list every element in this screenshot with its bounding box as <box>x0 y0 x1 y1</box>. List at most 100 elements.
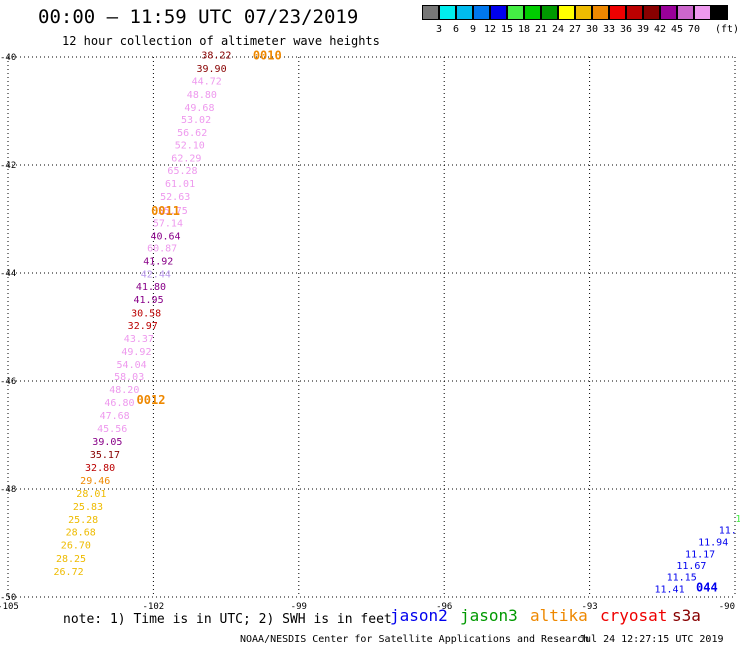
scale-label: 9 <box>469 24 477 35</box>
scale-swatch <box>711 5 728 20</box>
scale-label: 27 <box>568 24 582 35</box>
altika-swh-value: 48.20 <box>109 385 139 396</box>
altika-swh-value: 43.37 <box>124 334 154 345</box>
latitude-tick-label: -44 <box>0 269 16 279</box>
scale-swatch <box>592 5 609 20</box>
altika-swh-value: 39.05 <box>92 437 122 448</box>
pass-time-label: 044 <box>696 580 718 594</box>
satellite-name-altika: altika <box>530 606 588 625</box>
altika-swh-value: 25.83 <box>73 502 103 513</box>
scale-label: 39 <box>636 24 650 35</box>
latitude-tick-label: -42 <box>0 161 16 171</box>
scale-swatch <box>575 5 592 20</box>
altika-swh-value: 26.70 <box>61 541 91 552</box>
scale-label: 30 <box>585 24 599 35</box>
scale-swatch <box>609 5 626 20</box>
satellite-name-jason2: jason2 <box>390 606 448 625</box>
altika-swh-value: 45.56 <box>97 424 127 435</box>
scale-label: 45 <box>670 24 684 35</box>
altika-swh-value: 32.80 <box>85 463 115 474</box>
scale-label: 21 <box>534 24 548 35</box>
map-title: 00:00 – 11:59 UTC 07/23/2019 <box>38 6 359 28</box>
credit-line: NOAA/NESDIS Center for Satellite Applica… <box>240 634 590 645</box>
scale-swatch <box>626 5 643 20</box>
altika-swh-value: 32.97 <box>128 321 158 332</box>
axis-tick-labels: -40 -42 -44 -46 -48 -50-105 -102 -99 -96 -93 -90 <box>0 53 735 612</box>
altika-swh-value: 53.02 <box>181 115 211 126</box>
altika-swh-value: 49.92 <box>121 347 151 358</box>
satellite-name-jason3: jason3 <box>460 606 518 625</box>
altika-swh-value: 41.95 <box>133 295 163 306</box>
scale-swatch <box>541 5 558 20</box>
scale-label: 18 <box>517 24 531 35</box>
altika-swh-value: 52.10 <box>175 141 205 152</box>
altika-swh-value: 25.28 <box>68 515 98 526</box>
altika-swh-value: 41.92 <box>143 257 173 268</box>
altika-swh-value: 46.80 <box>104 398 134 409</box>
latitude-tick-label: -46 <box>0 377 16 387</box>
pass-time-label: 0010 <box>253 48 282 62</box>
scale-label: 24 <box>551 24 565 35</box>
scale-swatch <box>473 5 490 20</box>
jason-swh-value: 11.94 <box>698 537 728 548</box>
scale-swatch <box>439 5 456 20</box>
scale-label: 3 <box>435 24 443 35</box>
scale-swatch <box>507 5 524 20</box>
altika-swh-value: 28.01 <box>76 489 106 500</box>
generation-timestamp: Jul 24 12:27:15 UTC 2019 <box>579 634 724 645</box>
satellite-name-s3a: s3a <box>672 606 701 625</box>
altika-swh-value: 44.72 <box>192 76 222 87</box>
jason-swh-value: 11. <box>719 526 737 537</box>
footer-note: note: 1) Time is in UTC; 2) SWH is in fe… <box>63 612 392 627</box>
altika-swh-value: 58.03 <box>114 372 144 383</box>
altika-swh-value: 30.58 <box>131 309 161 320</box>
altika-swh-value: 54.04 <box>117 360 147 371</box>
altika-swh-value: 28.25 <box>56 554 86 565</box>
altika-swh-value: 38.22 <box>201 50 231 61</box>
latitude-tick-label: -40 <box>0 53 16 63</box>
altika-swh-value: 48.80 <box>187 90 217 101</box>
altika-swh-value: 57.14 <box>153 218 183 229</box>
scale-label: 70 <box>687 24 701 35</box>
altika-swh-value: 55.75 <box>158 206 188 217</box>
scale-swatch <box>694 5 711 20</box>
longitude-tick-label: -96 <box>436 602 452 612</box>
scale-swatch <box>524 5 541 20</box>
map-subtitle: 12 hour collection of altimeter wave hei… <box>62 34 380 48</box>
scale-label: 42 <box>653 24 667 35</box>
altika-swh-value: 62.29 <box>171 154 201 165</box>
altika-swh-value: 60.87 <box>147 244 177 255</box>
altika-swh-value: 61.01 <box>165 179 195 190</box>
longitude-tick-label: -99 <box>291 602 307 612</box>
map-grid <box>7 56 736 598</box>
longitude-tick-label: -105 <box>0 602 19 612</box>
latitude-tick-label: -50 <box>0 593 16 603</box>
scale-swatch <box>490 5 507 20</box>
altika-swh-value: 47.68 <box>100 411 130 422</box>
satellite-name-cryosat: cryosat <box>600 606 668 625</box>
altika-swh-value: 40.64 <box>150 231 180 242</box>
altika-swh-value: 49.68 <box>184 103 214 114</box>
scale-label: 15 <box>500 24 514 35</box>
scale-swatch <box>558 5 575 20</box>
jason-swh-value: 11.41 <box>655 584 685 595</box>
jason-swh-value: 11.15 <box>667 573 697 584</box>
scale-swatch <box>677 5 694 20</box>
altika-swh-value: 52.63 <box>160 192 190 203</box>
scale-label: 36 <box>619 24 633 35</box>
altika-swh-value: 28.68 <box>66 528 96 539</box>
jason-swh-value: 1 <box>735 514 740 525</box>
latitude-tick-label: -48 <box>0 485 16 495</box>
scale-swatch <box>660 5 677 20</box>
altika-swh-value: 41.80 <box>136 282 166 293</box>
scale-swatch <box>643 5 660 20</box>
scale-label: 12 <box>483 24 497 35</box>
scale-unit-label: (ft) <box>715 24 740 35</box>
altika-swh-value: 56.62 <box>177 128 207 139</box>
scale-label: 6 <box>452 24 460 35</box>
altika-swh-value: 35.17 <box>90 450 120 461</box>
altika-swh-value: 29.46 <box>80 476 110 487</box>
jason-swh-value: 11.67 <box>676 561 706 572</box>
jason-swh-value: 11.17 <box>685 549 715 560</box>
